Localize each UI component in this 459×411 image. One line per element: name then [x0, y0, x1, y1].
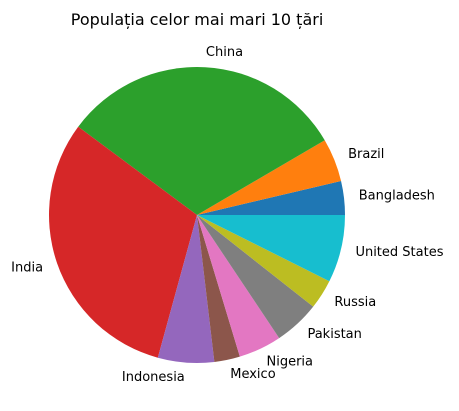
pie-label-russia: Russia: [334, 295, 376, 310]
pie-label-nigeria: Nigeria: [267, 355, 314, 370]
pie-slice-russia: [197, 215, 330, 307]
pie-label-pakistan: Pakistan: [307, 327, 361, 342]
pie-slices: [49, 67, 345, 364]
pie-label-india: India: [11, 261, 43, 276]
pie-label-indonesia: Indonesia: [122, 370, 185, 385]
pie-label-mexico: Mexico: [230, 367, 275, 382]
pie-slice-united-states: [197, 215, 345, 282]
pie-label-united-states: United States: [355, 245, 443, 260]
pie-slice-brazil: [197, 140, 342, 215]
chart-title: Populația celor mai mari 10 țări: [71, 10, 324, 29]
pie-slice-nigeria: [197, 215, 280, 357]
pie-label-china: China: [206, 45, 243, 60]
pie-slice-pakistan: [197, 215, 314, 339]
pie-slice-mexico: [197, 215, 240, 362]
pie-labels: Bangladesh Brazil China India Indonesia Mexic…: [11, 45, 444, 385]
pie-label-brazil: Brazil: [348, 147, 384, 162]
pie-slice-bangladesh: [197, 180, 345, 215]
pie-slice-indonesia: [157, 215, 215, 364]
pie-slice-china: [78, 67, 325, 215]
pie-slice-india: [49, 126, 197, 358]
pie-label-bangladesh: Bangladesh: [359, 189, 435, 204]
